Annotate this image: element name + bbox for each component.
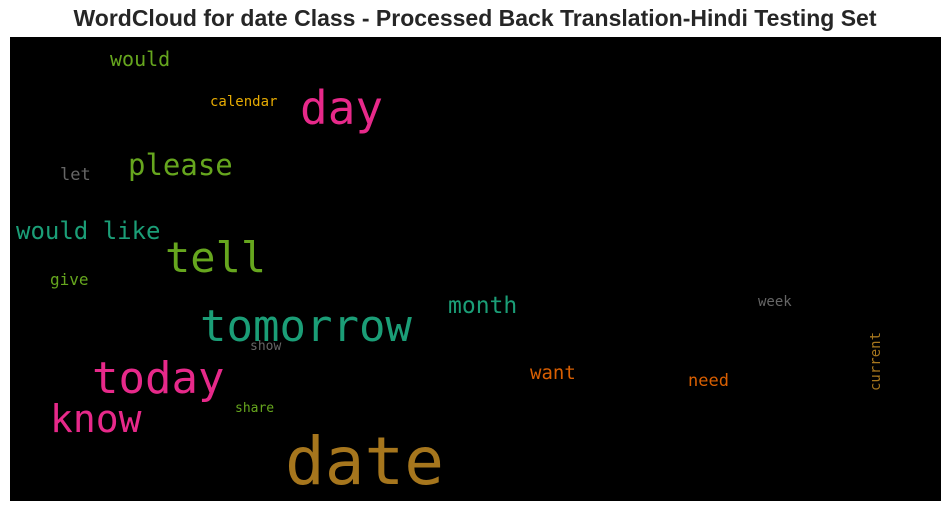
word-day: day [300, 81, 384, 135]
word-month: month [448, 293, 518, 319]
word-please: please [128, 148, 233, 182]
word-need: need [688, 371, 729, 391]
word-show: show [250, 339, 282, 354]
word-give: give [50, 270, 89, 289]
word-know: know [50, 397, 142, 441]
word-want: want [530, 362, 576, 384]
word-calendar: calendar [210, 94, 278, 110]
word-share: share [235, 401, 275, 416]
word-would-like: would like [16, 217, 161, 245]
chart-title: WordCloud for date Class - Processed Bac… [73, 5, 877, 31]
word-date: date [285, 423, 444, 500]
word-let: let [60, 165, 91, 185]
word-current: current [868, 331, 884, 391]
word-today: today [92, 353, 225, 404]
wordcloud-canvas: date tomorrow today day tell know please would … [10, 37, 941, 501]
word-week: week [758, 294, 792, 310]
word-would: would [110, 47, 171, 71]
word-tell: tell [165, 233, 267, 282]
word-tomorrow: tomorrow [200, 301, 412, 352]
